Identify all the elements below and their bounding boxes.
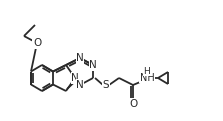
Text: O: O xyxy=(129,99,137,109)
Text: O: O xyxy=(33,38,41,48)
Text: NH: NH xyxy=(140,73,154,83)
Text: S: S xyxy=(103,80,109,90)
Text: N: N xyxy=(71,73,79,83)
Text: H: H xyxy=(144,67,150,76)
Text: N: N xyxy=(89,60,97,70)
Text: N: N xyxy=(76,80,84,90)
Text: N: N xyxy=(76,53,84,63)
